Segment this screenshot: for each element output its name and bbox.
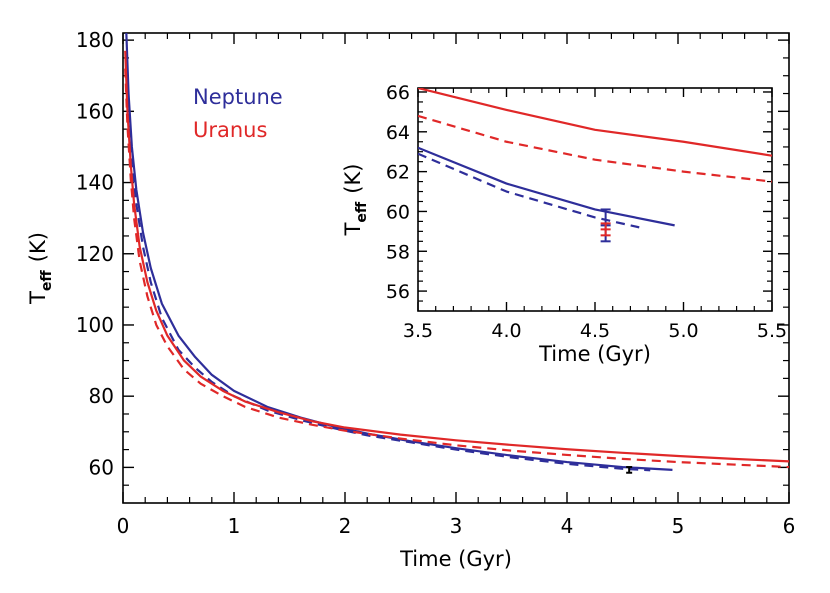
series-line-uranus-dashed: [418, 114, 772, 183]
x-tick-label: 2: [339, 514, 352, 538]
y-axis-title-subscript: eff: [354, 201, 370, 222]
series-line-uranus-solid: [124, 50, 789, 463]
y-axis-title: Teff (K): [26, 232, 55, 305]
series-group: [124, 33, 789, 472]
series-line-neptune-solid: [125, 33, 673, 471]
x-tick-label: 5: [672, 514, 685, 538]
x-tick-label: 3.5: [403, 320, 433, 342]
x-tick-label: 3: [450, 514, 463, 538]
y-tick-label: 120: [76, 242, 114, 266]
x-tick-label: 1: [228, 514, 241, 538]
x-axis-title: Time (Gyr): [399, 547, 512, 571]
y-axis-title-subscript: eff: [39, 270, 55, 291]
plot-frame: [417, 87, 773, 312]
x-tick-label: 4: [561, 514, 574, 538]
series-line-uranus-solid: [418, 88, 772, 157]
y-tick-label: 60: [89, 455, 114, 479]
y-tick-label: 180: [76, 28, 114, 52]
y-tick-label: 80: [89, 384, 114, 408]
x-tick-label: 6: [783, 514, 796, 538]
y-tick-label: 62: [386, 162, 410, 184]
y-tick-label: 64: [386, 122, 410, 144]
x-tick-label: 4.5: [580, 320, 610, 342]
inset-chart: 3.5 4.0 4.5 5.0 5.5 56 58 60 62 64 66 Time (Gyr) Tef…: [341, 82, 787, 366]
y-tick-label: 56: [386, 281, 410, 303]
y-axis-title-unit: (K): [341, 164, 365, 194]
x-tick-label: 5.0: [668, 320, 698, 342]
y-axis-title-unit: (K): [26, 232, 50, 262]
legend-entry-uranus: Uranus: [193, 118, 267, 142]
series-line-neptune-dashed: [418, 152, 640, 229]
series-line-uranus-dashed: [124, 68, 789, 469]
observation-neptune: [626, 466, 633, 474]
y-tick-label: 66: [386, 82, 410, 104]
legend-entry-neptune: Neptune: [193, 85, 283, 109]
x-tick-label: 4.0: [491, 320, 521, 342]
series-group: [418, 88, 772, 229]
y-tick-label: 60: [386, 201, 410, 223]
y-axis-title-symbol: T: [26, 291, 50, 305]
y-tick-label: 140: [76, 171, 114, 195]
y-tick-label: 160: [76, 99, 114, 123]
series-line-neptune-solid: [418, 146, 675, 227]
x-tick-label: 0: [117, 514, 130, 538]
y-axis-title: Teff (K): [341, 164, 370, 237]
observation-uranus: [600, 222, 611, 237]
y-tick-label: 58: [386, 241, 410, 263]
x-tick-label: 5.5: [757, 320, 787, 342]
y-tick-label: 100: [76, 313, 114, 337]
x-axis-title: Time (Gyr): [538, 342, 651, 366]
y-axis-title-symbol: T: [341, 222, 365, 236]
